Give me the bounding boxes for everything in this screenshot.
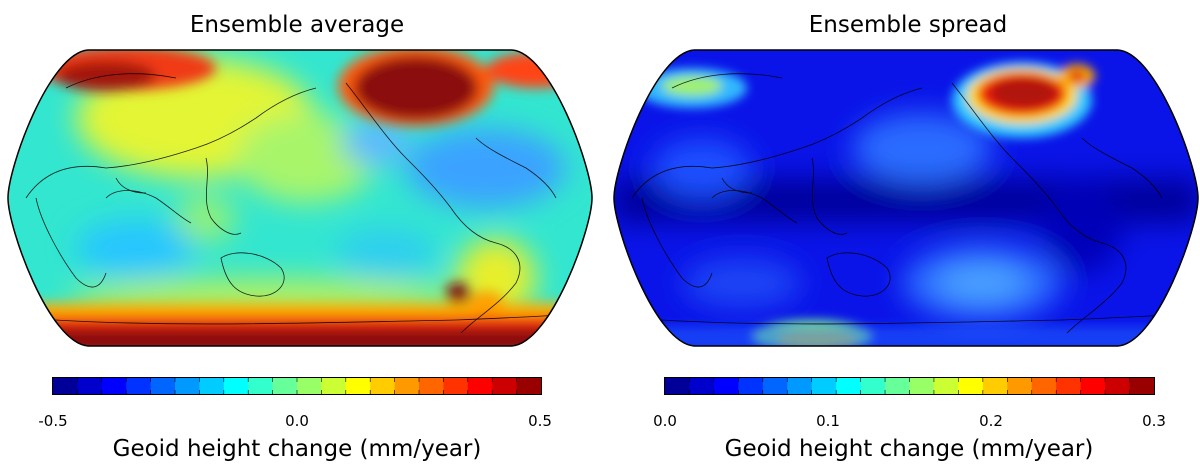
colorbar-level: [101, 378, 127, 394]
colorbar-level: [53, 378, 78, 394]
colorbar-level: [836, 378, 862, 394]
colorbar-level: [1056, 378, 1082, 394]
colorbar-tick: 0.0: [285, 412, 309, 430]
colorbar-level: [958, 378, 984, 394]
colorbar-tick: 0.2: [979, 412, 1003, 430]
colorbar-level: [713, 378, 739, 394]
colorbar-level: [492, 378, 518, 394]
map-ensemble-average: [6, 48, 594, 348]
map-ensemble-spread: [612, 48, 1200, 348]
colorbar-tick: -0.5: [38, 412, 68, 430]
colorbar-level: [248, 378, 274, 394]
colorbar-level: [1031, 378, 1057, 394]
colorbar-level: [1080, 378, 1106, 394]
colorbar-level: [150, 378, 176, 394]
colorbar-level: [885, 378, 911, 394]
colorbar-level: [689, 378, 715, 394]
colorbar-level: [272, 378, 298, 394]
colorbar-level: [126, 378, 152, 394]
colorbar-level: [443, 378, 469, 394]
colorbar-level: [762, 378, 788, 394]
colorbar-label-average: Geoid height change (mm/year): [112, 436, 482, 462]
field-average: [8, 50, 592, 346]
colorbar-label-spread: Geoid height change (mm/year): [724, 436, 1094, 462]
colorbar-tick: 0.5: [528, 412, 552, 430]
colorbar-level: [933, 378, 959, 394]
field-spread: [614, 50, 1198, 346]
colorbar-level: [1007, 378, 1033, 394]
colorbar-tick: 0.3: [1142, 412, 1166, 430]
colorbar-level: [297, 378, 322, 394]
panel-title-spread: Ensemble spread: [808, 12, 1008, 38]
colorbar-level: [811, 378, 837, 394]
colorbar-level: [370, 378, 396, 394]
colorbar-level: [467, 378, 493, 394]
colorbar-level: [516, 378, 541, 394]
colorbar-level: [665, 378, 691, 394]
colorbar-level: [199, 378, 225, 394]
colorbar-level: [419, 378, 444, 394]
colorbar-level: [1129, 378, 1154, 394]
colorbar-level: [223, 378, 249, 394]
colorbar-spread: [664, 377, 1155, 395]
panel-title-average: Ensemble average: [189, 12, 405, 38]
colorbar-level: [77, 378, 103, 394]
colorbar-level: [175, 378, 200, 394]
colorbar-tick: 0.0: [653, 412, 677, 430]
colorbar-level: [982, 378, 1008, 394]
colorbar-level: [321, 378, 347, 394]
colorbar-average: [52, 377, 542, 395]
colorbar-level: [860, 378, 886, 394]
colorbar-level: [345, 378, 371, 394]
colorbar-tick: 0.1: [816, 412, 840, 430]
colorbar-level: [909, 378, 935, 394]
colorbar-level: [394, 378, 420, 394]
colorbar-level: [738, 378, 764, 394]
colorbar-level: [787, 378, 813, 394]
colorbar-level: [1105, 378, 1131, 394]
